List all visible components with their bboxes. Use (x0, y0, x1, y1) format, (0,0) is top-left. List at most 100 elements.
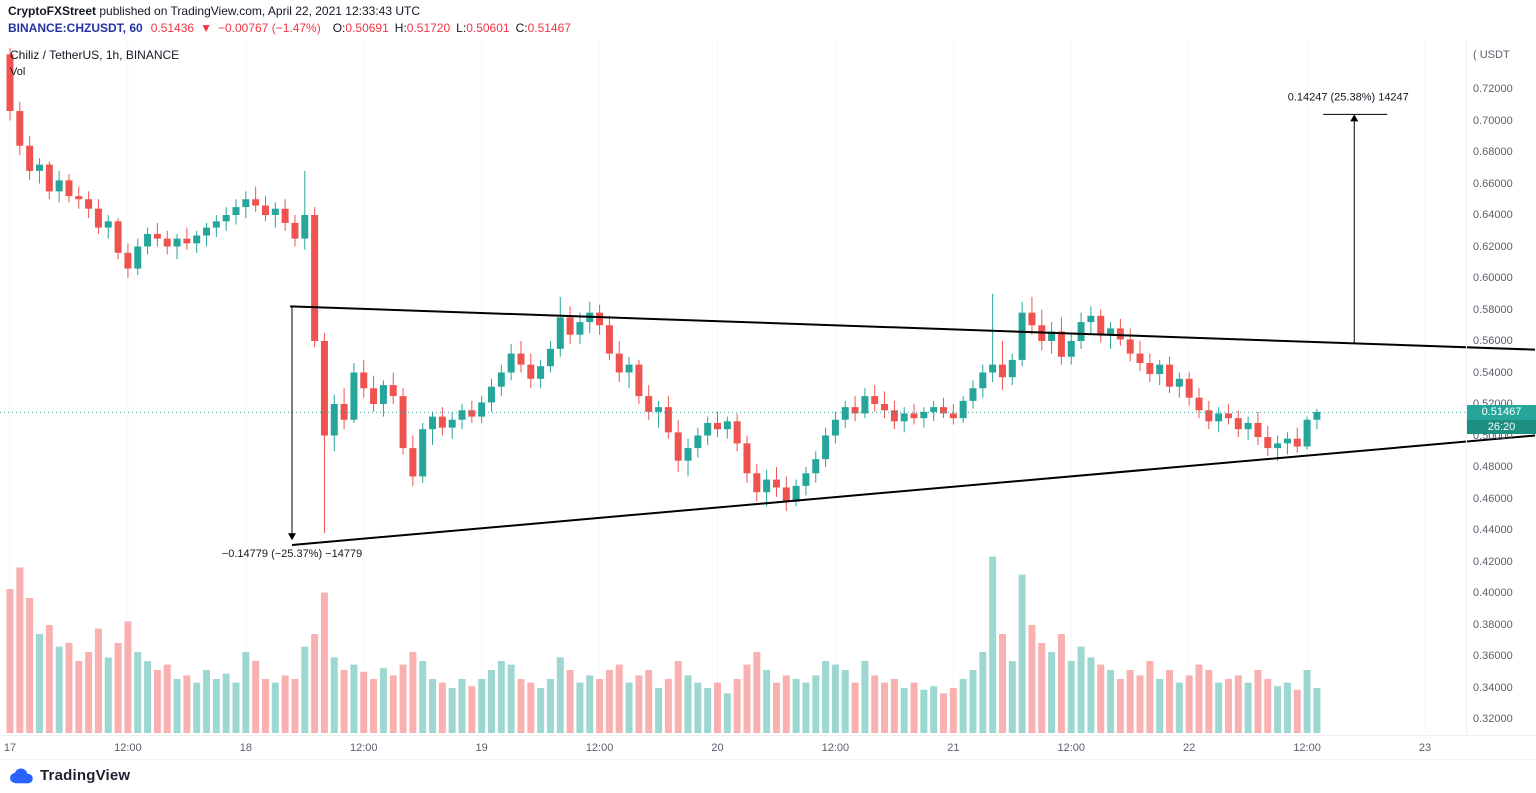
volume-bar (281, 675, 289, 733)
candle-body (1264, 437, 1272, 449)
tradingview-logo[interactable]: TradingView (8, 767, 130, 784)
down-triangle-icon: ▼ (200, 21, 212, 35)
volume-bar (763, 670, 771, 733)
candle-body (1107, 328, 1115, 335)
price-axis-currency-label: ( USDT (1473, 49, 1510, 61)
price-axis-label: 0.60000 (1473, 272, 1513, 284)
candle-body (370, 388, 378, 404)
candle-body (1146, 363, 1154, 375)
chart-symbol-title[interactable]: Chiliz / TetherUS, 1h, BINANCE (10, 48, 180, 62)
volume-bar (409, 652, 417, 733)
brand-name: TradingView (40, 767, 131, 784)
volume-bar (350, 664, 358, 733)
volume-bar (1067, 661, 1075, 733)
candle-body (448, 419, 456, 428)
volume-bar (1038, 643, 1046, 733)
volume-bar (65, 643, 73, 733)
candle-body (301, 215, 309, 239)
time-axis-label: 12:00 (114, 742, 142, 754)
volume-bar (655, 688, 663, 733)
candle-body (261, 205, 269, 215)
volume-bar (1195, 664, 1203, 733)
candle-body (979, 372, 987, 389)
volume-bar (261, 679, 269, 733)
candle-body (497, 372, 505, 387)
badge-price: 0.51467 (1467, 404, 1536, 420)
candle-body (871, 396, 879, 404)
candle-body (419, 429, 427, 477)
volume-bar (94, 628, 102, 733)
time-axis-label: 18 (239, 742, 252, 754)
volume-bar (684, 675, 692, 733)
volume-bar (478, 679, 486, 733)
time-axis[interactable]: 17 12:00 18 12:00 19 12:00 20 12:00 21 12:00 22 12:… (0, 735, 1536, 760)
volume-indicator-label[interactable]: Vol (10, 66, 26, 78)
volume-bar (438, 682, 446, 733)
volume-bar (1205, 670, 1213, 733)
symbol-name[interactable]: BINANCE:CHZUSDT, 60 (8, 21, 143, 35)
candle-body (733, 421, 741, 444)
published-info: published on TradingView.com, April 22, … (96, 4, 420, 18)
volume-bar (1028, 625, 1036, 733)
candle-body (1313, 411, 1321, 420)
chart-area[interactable]: −0.14779 (−25.37%) −14779 0.14247 (25.38%… (0, 40, 1536, 735)
volume-bar (55, 646, 63, 733)
volume-bar (370, 679, 378, 733)
volume-bar (252, 661, 260, 733)
volume-bar (1146, 661, 1154, 733)
candle-body (222, 215, 230, 222)
price-axis-label: 0.32000 (1473, 713, 1513, 725)
candle-body (1215, 413, 1223, 422)
volume-bar (851, 682, 859, 733)
volume-bar (1126, 670, 1134, 733)
volume-bar (792, 679, 800, 733)
volume-bar (1254, 670, 1262, 733)
candle-body (920, 411, 928, 419)
ohlc-value: 0.50691 (345, 21, 389, 35)
chart-canvas[interactable]: −0.14779 (−25.37%) −14779 0.14247 (25.38%… (0, 40, 1536, 735)
candle-body (487, 386, 495, 403)
candle-body (527, 364, 535, 379)
price-axis-label: 0.58000 (1473, 303, 1513, 316)
attribution-line: CryptoFXStreet published on TradingView.… (8, 4, 420, 18)
candle-body (1097, 315, 1105, 335)
volume-bar (16, 567, 24, 733)
candle-body (26, 145, 34, 171)
volume-bar (497, 661, 505, 733)
candle-body (537, 366, 545, 379)
price-axis-label: 0.38000 (1473, 618, 1513, 631)
volume-bar (1313, 688, 1321, 733)
upper-trendline[interactable] (290, 305, 1536, 351)
volume-bar (1215, 682, 1223, 733)
volume-bar (831, 664, 839, 733)
time-axis-label: 20 (711, 742, 724, 754)
candle-body (75, 196, 83, 200)
volume-bar (1224, 679, 1232, 733)
candle-body (232, 207, 240, 215)
candle-body (1057, 331, 1065, 357)
candle-body (242, 199, 250, 208)
volume-bar (1166, 670, 1174, 733)
candle-body (969, 388, 977, 401)
candle-body (1254, 422, 1262, 438)
volume-bar (487, 670, 495, 733)
up-arrowhead-icon (1350, 114, 1359, 122)
candle-body (94, 208, 102, 228)
candle-body (881, 404, 889, 411)
candle-body (723, 421, 731, 430)
candle-body (910, 413, 918, 419)
volume-bar (1244, 682, 1252, 733)
volume-bar (271, 682, 279, 733)
volume-bar (301, 646, 309, 733)
candle-body (822, 435, 830, 460)
price-axis-label: 0.40000 (1473, 587, 1513, 599)
candle-body (65, 180, 73, 197)
candle-body (772, 479, 780, 488)
volume-bar (212, 679, 220, 733)
volume-bar (1175, 682, 1183, 733)
candle-body (1195, 397, 1203, 411)
lower-trendline[interactable] (291, 434, 1536, 546)
cloud-icon (10, 768, 33, 783)
candle-body (193, 235, 201, 244)
candle-body (1077, 322, 1085, 341)
